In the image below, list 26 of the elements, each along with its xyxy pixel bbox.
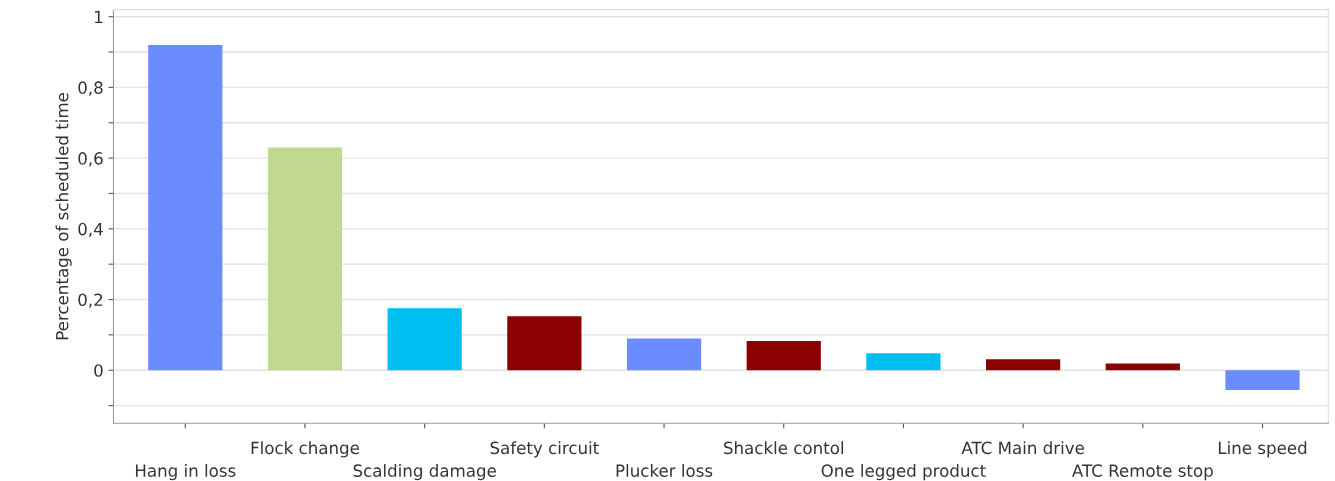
bar	[387, 308, 462, 371]
x-tick-label: Line speed	[1218, 441, 1307, 458]
bar	[626, 338, 702, 371]
bar	[866, 353, 941, 371]
x-tick-label: Flock change	[251, 441, 360, 458]
x-tick-label: Hang in loss	[135, 464, 236, 481]
bar	[746, 340, 821, 371]
y-tick-label: 0,6	[78, 152, 103, 167]
y-tick-label: 0,4	[78, 222, 103, 238]
bar	[507, 316, 582, 371]
x-tick-label: Plucker loss	[616, 464, 713, 477]
y-tick-label: 1	[94, 10, 103, 24]
bar	[148, 44, 223, 371]
bar	[986, 359, 1061, 371]
y-axis-title: Percentage of scheduled time	[55, 93, 72, 340]
bar	[1225, 370, 1300, 391]
y-tick-label: 0	[94, 364, 103, 377]
x-tick-label: Scalding damage	[353, 464, 496, 481]
x-tick-label: Shackle contol	[724, 441, 843, 455]
y-tick-label: 0,8	[78, 81, 103, 96]
x-tick-label: ATC Main drive	[961, 441, 1084, 455]
y-tick-label: 0,2	[78, 293, 103, 308]
bar	[267, 147, 343, 371]
x-tick-label: ATC Remote stop	[1072, 464, 1213, 481]
x-tick-label: Safety circuit	[490, 441, 599, 458]
x-tick-label: One legged product	[821, 464, 986, 481]
